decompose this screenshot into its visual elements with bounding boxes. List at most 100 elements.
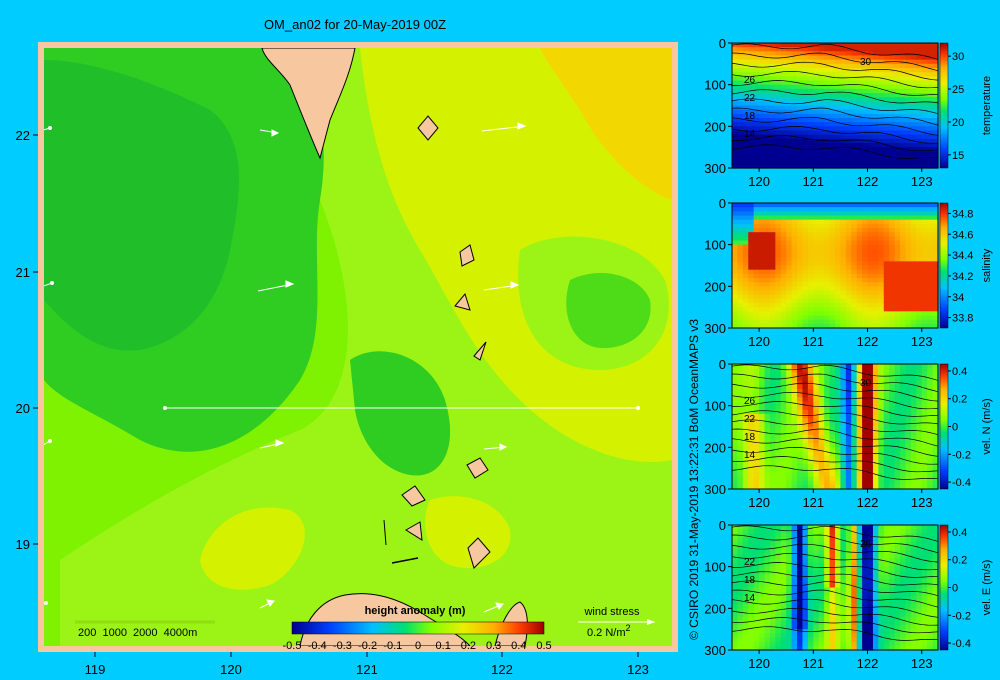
section-cell	[905, 219, 912, 225]
section-cell	[883, 228, 890, 233]
section-cell	[927, 550, 934, 555]
section-cell	[769, 591, 776, 597]
section-cell	[769, 248, 776, 254]
section-cell	[807, 455, 814, 461]
section-cell	[764, 211, 771, 217]
section-cell	[867, 134, 874, 140]
section-cell	[840, 570, 847, 576]
section-cell	[791, 228, 798, 233]
section-cell	[927, 637, 934, 643]
section-cell	[775, 550, 782, 555]
panel-border	[731, 524, 939, 651]
section-cell	[883, 426, 890, 432]
section-cell	[748, 211, 755, 217]
section-cell	[818, 55, 825, 61]
section-cell	[905, 595, 912, 601]
section-cell	[775, 303, 782, 308]
section-cell	[732, 265, 739, 271]
section-cell	[835, 439, 842, 444]
section-cell	[927, 244, 934, 250]
section-cell	[862, 625, 869, 630]
section-cell	[835, 550, 842, 555]
section-cell	[900, 533, 907, 539]
section-cell	[732, 203, 739, 208]
section-cell	[905, 253, 912, 258]
section-cell	[829, 562, 836, 568]
section-cell	[786, 405, 793, 411]
section-cell	[769, 472, 776, 478]
section-cell	[916, 583, 923, 589]
section-cell	[905, 629, 912, 634]
section-cell	[845, 455, 852, 461]
section-cell	[786, 207, 793, 212]
section-cell	[921, 620, 928, 626]
section-cell	[883, 633, 890, 639]
section-cell	[753, 101, 760, 107]
section-cell	[759, 47, 766, 52]
section-cell	[921, 76, 928, 82]
section-cell	[824, 43, 831, 48]
section-cell	[927, 604, 934, 609]
section-cell	[786, 364, 793, 369]
section-cell	[845, 384, 852, 390]
section-cell	[910, 570, 917, 576]
section-cell	[900, 219, 907, 225]
section-cell	[748, 126, 755, 132]
section-cell	[889, 151, 896, 157]
y-tick-label: 300	[704, 643, 726, 658]
section-cell	[878, 43, 885, 48]
section-cell	[759, 101, 766, 107]
section-cell	[845, 401, 852, 407]
section-cell	[856, 109, 863, 115]
section-cell	[916, 211, 923, 217]
section-cell	[769, 476, 776, 482]
section-cell	[742, 629, 749, 634]
section-cell	[802, 51, 809, 57]
section-cell	[732, 303, 739, 308]
section-cell	[807, 244, 814, 250]
contour-lines	[731, 525, 939, 641]
section-cell	[807, 163, 814, 169]
section-cell	[791, 59, 798, 65]
section-cell	[840, 575, 847, 580]
section-cell	[732, 600, 739, 605]
section-cell	[921, 59, 928, 65]
section-cell	[856, 645, 863, 651]
section-cell	[932, 211, 939, 217]
section-cell	[829, 257, 836, 262]
section-cell	[932, 311, 939, 317]
section-cell	[867, 600, 874, 605]
section-cell	[910, 393, 917, 398]
section-cell	[932, 434, 939, 440]
section-cell	[813, 476, 820, 482]
section-cell	[807, 286, 814, 292]
section-cell	[829, 472, 836, 478]
colorbar-tick-label: -0.2	[952, 449, 971, 461]
section-cell	[927, 122, 934, 127]
section-cell	[883, 439, 890, 444]
section-cell	[889, 282, 896, 287]
section-cell	[878, 63, 885, 69]
section-cell	[807, 319, 814, 325]
section-cell	[791, 236, 798, 242]
section-cell	[845, 126, 852, 132]
section-cell	[791, 451, 798, 457]
section-cell	[764, 159, 771, 165]
section-cell	[872, 43, 879, 48]
section-cell	[867, 447, 874, 453]
section-cell	[932, 93, 939, 98]
section-cell	[775, 294, 782, 300]
section-cell	[748, 273, 755, 279]
section-cell	[927, 43, 934, 48]
section-cell	[900, 265, 907, 271]
section-cell	[748, 80, 755, 86]
section-cell	[845, 468, 852, 473]
section-cell	[780, 290, 787, 296]
section-cell	[797, 426, 804, 432]
section-cell	[732, 240, 739, 246]
section-cell	[737, 637, 744, 643]
section-cell	[780, 228, 787, 233]
section-cell	[932, 257, 939, 262]
section-cell	[856, 134, 863, 140]
section-cell	[894, 418, 901, 423]
